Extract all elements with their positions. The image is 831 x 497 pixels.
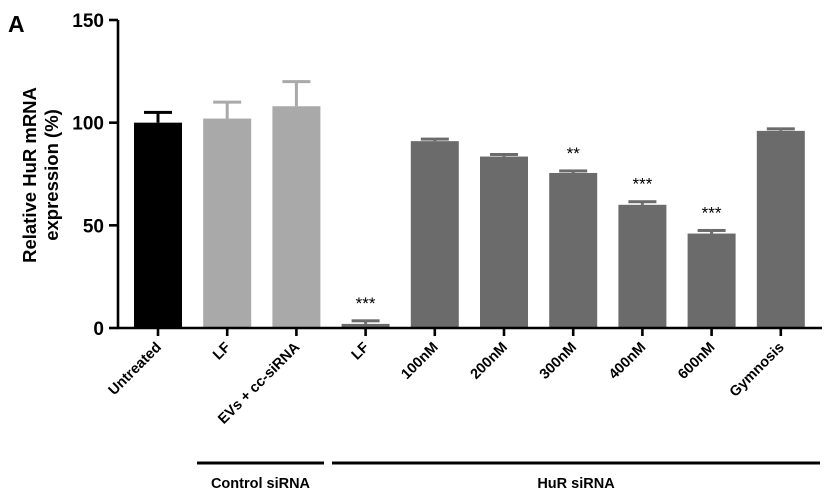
bar [341, 323, 390, 328]
error-bar [420, 137, 449, 142]
significance-label: *** [632, 175, 652, 194]
x-tick-label: Gymnosis [727, 340, 788, 401]
bar [410, 141, 459, 328]
y-ticks-layer: 0 50 100 150 [72, 11, 118, 340]
group-label: HuR siRNA [537, 476, 615, 492]
y-axis-title: Relative HuR mRNA expression (%) [19, 87, 62, 263]
axes-layer [116, 20, 822, 330]
group-brackets-layer: Control siRNA HuR siRNA [197, 461, 820, 492]
error-bar [559, 169, 588, 173]
x-tick-label: LF [349, 339, 373, 363]
y-tick-label: 100 [72, 114, 104, 135]
bar [549, 172, 598, 328]
panel-label: A [8, 11, 25, 37]
bar [756, 130, 805, 328]
bar [687, 233, 736, 328]
error-bar [282, 80, 311, 107]
y-tick-label: 50 [83, 216, 104, 237]
bar [272, 106, 321, 329]
x-tick-label: 400nM [606, 340, 649, 383]
error-bar [144, 110, 172, 123]
error-bar [766, 127, 795, 131]
group-label: Control siRNA [211, 476, 311, 492]
error-bar [490, 152, 518, 157]
significance-label: ** [567, 144, 581, 163]
error-bar [213, 100, 242, 119]
x-tick-label: 200nM [468, 340, 511, 383]
error-bar [697, 228, 726, 234]
bar [203, 118, 252, 328]
y-axis-title-line1: Relative HuR mRNA [19, 87, 40, 263]
x-tick-label: 100nM [398, 340, 441, 383]
y-tick-label: 150 [72, 11, 104, 32]
bars-layer: *********** [134, 80, 805, 329]
bar [134, 122, 182, 329]
x-tick-label: LF [210, 339, 234, 363]
error-bar [351, 319, 380, 324]
x-tick-label: Untreated [106, 340, 165, 399]
y-tick-label: 0 [93, 319, 104, 340]
y-axis-title-line2: expression (%) [41, 109, 62, 241]
x-tick-label: 300nM [537, 340, 580, 383]
bar [618, 204, 667, 328]
significance-label: *** [356, 294, 376, 313]
bar [480, 156, 528, 328]
error-bar [628, 200, 657, 205]
significance-label: *** [702, 203, 722, 222]
x-tick-label: 600nM [675, 340, 718, 383]
